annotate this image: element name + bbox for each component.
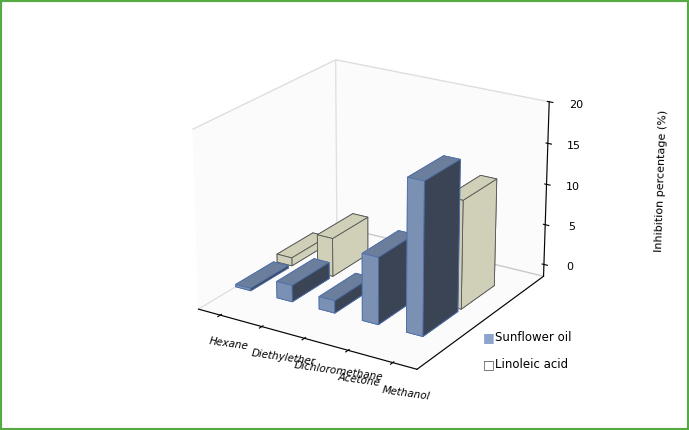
Text: □: □ — [484, 359, 495, 372]
Text: Linoleic acid: Linoleic acid — [495, 359, 568, 372]
Text: Sunflower oil: Sunflower oil — [495, 331, 572, 344]
Text: ■: ■ — [484, 331, 495, 344]
